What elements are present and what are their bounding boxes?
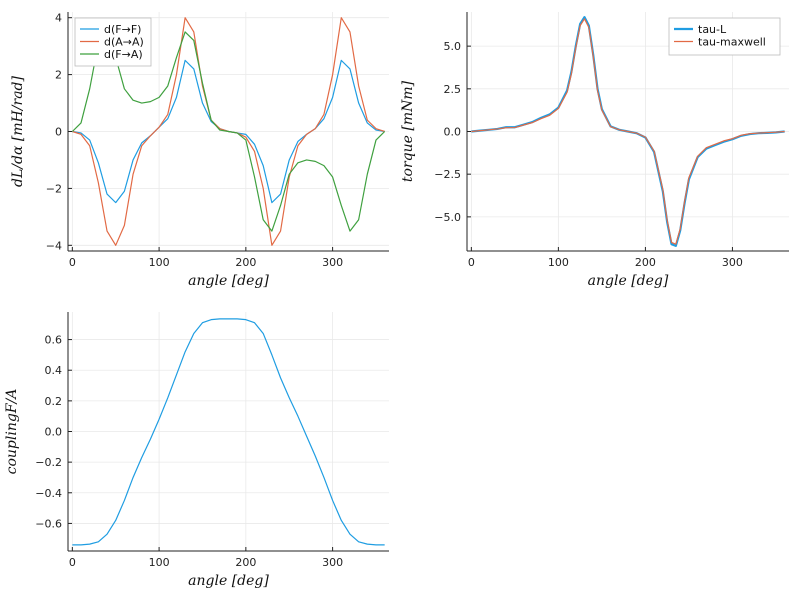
- chart-panel-3: 0 100 200 300 −0.6 −0.4 −0.2 0.0 0.2 0.4 0.6 angle …: [4, 312, 389, 589]
- y-tick-label: −0.6: [35, 517, 62, 530]
- x-tick-label: 100: [149, 256, 170, 269]
- legend-label-3: d(F→A): [104, 48, 143, 61]
- legend-label-1: tau-L: [698, 23, 727, 36]
- x-tick-label: 100: [149, 556, 170, 569]
- y-tick-label: 2.5: [444, 83, 462, 96]
- y-axis-label: torque [mNm]: [400, 80, 416, 182]
- y-tick-label: −5.0: [434, 211, 461, 224]
- x-tick-label: 200: [235, 256, 256, 269]
- x-tick-label: 0: [69, 256, 76, 269]
- x-tick-label: 200: [235, 556, 256, 569]
- x-tick-label: 300: [322, 556, 343, 569]
- y-tick-label: 5.0: [444, 40, 462, 53]
- legend-box: [668, 17, 781, 56]
- y-tick-label: 0: [55, 126, 62, 139]
- y-tick-label: −0.4: [35, 487, 62, 500]
- x-axis-label: angle [deg]: [588, 273, 669, 289]
- y-axis-label: couplingF/A: [4, 389, 20, 475]
- legend-label-2: d(A→A): [104, 36, 144, 49]
- y-tick-label: 0.0: [444, 126, 462, 139]
- x-tick-label: 300: [722, 256, 743, 269]
- x-tick-label: 0: [69, 556, 76, 569]
- y-tick-label: 0.2: [45, 395, 63, 408]
- chart-panel-2: 0 100 200 300 −5.0 −2.5 0.0 2.5 5.0 angle [deg] to…: [400, 12, 789, 289]
- legend-label-1: d(F→F): [104, 23, 141, 36]
- y-tick-label: 4: [55, 12, 62, 25]
- x-tick-label: 0: [468, 256, 475, 269]
- series-line-1: [72, 318, 385, 546]
- legend: d(F→F)d(A→A)d(F→A): [74, 17, 152, 67]
- y-tick-label: 0.0: [45, 426, 63, 439]
- y-tick-label: 2: [55, 69, 62, 82]
- x-axis-label: angle [deg]: [188, 573, 269, 589]
- x-tick-label: 200: [635, 256, 656, 269]
- x-tick-label: 300: [322, 256, 343, 269]
- legend-label-2: tau-maxwell: [698, 36, 766, 49]
- series-line-2: [471, 18, 785, 245]
- x-tick-label: 100: [548, 256, 569, 269]
- y-tick-label: 0.4: [45, 364, 63, 377]
- y-tick-label: −2: [46, 182, 62, 195]
- y-tick-label: 0.6: [45, 334, 63, 347]
- y-axis-label: dL/dα [mH/rad]: [10, 75, 26, 187]
- y-tick-label: −4: [46, 239, 62, 252]
- y-tick-label: −0.2: [35, 456, 62, 469]
- series-line-3: [71, 31, 386, 232]
- x-axis-label: angle [deg]: [188, 273, 269, 289]
- y-tick-label: −2.5: [434, 168, 461, 181]
- chart-panel-1: 0 100 200 300 −4 −2 0 2 4 angle [deg] dL/dα [mH/ra…: [10, 12, 389, 289]
